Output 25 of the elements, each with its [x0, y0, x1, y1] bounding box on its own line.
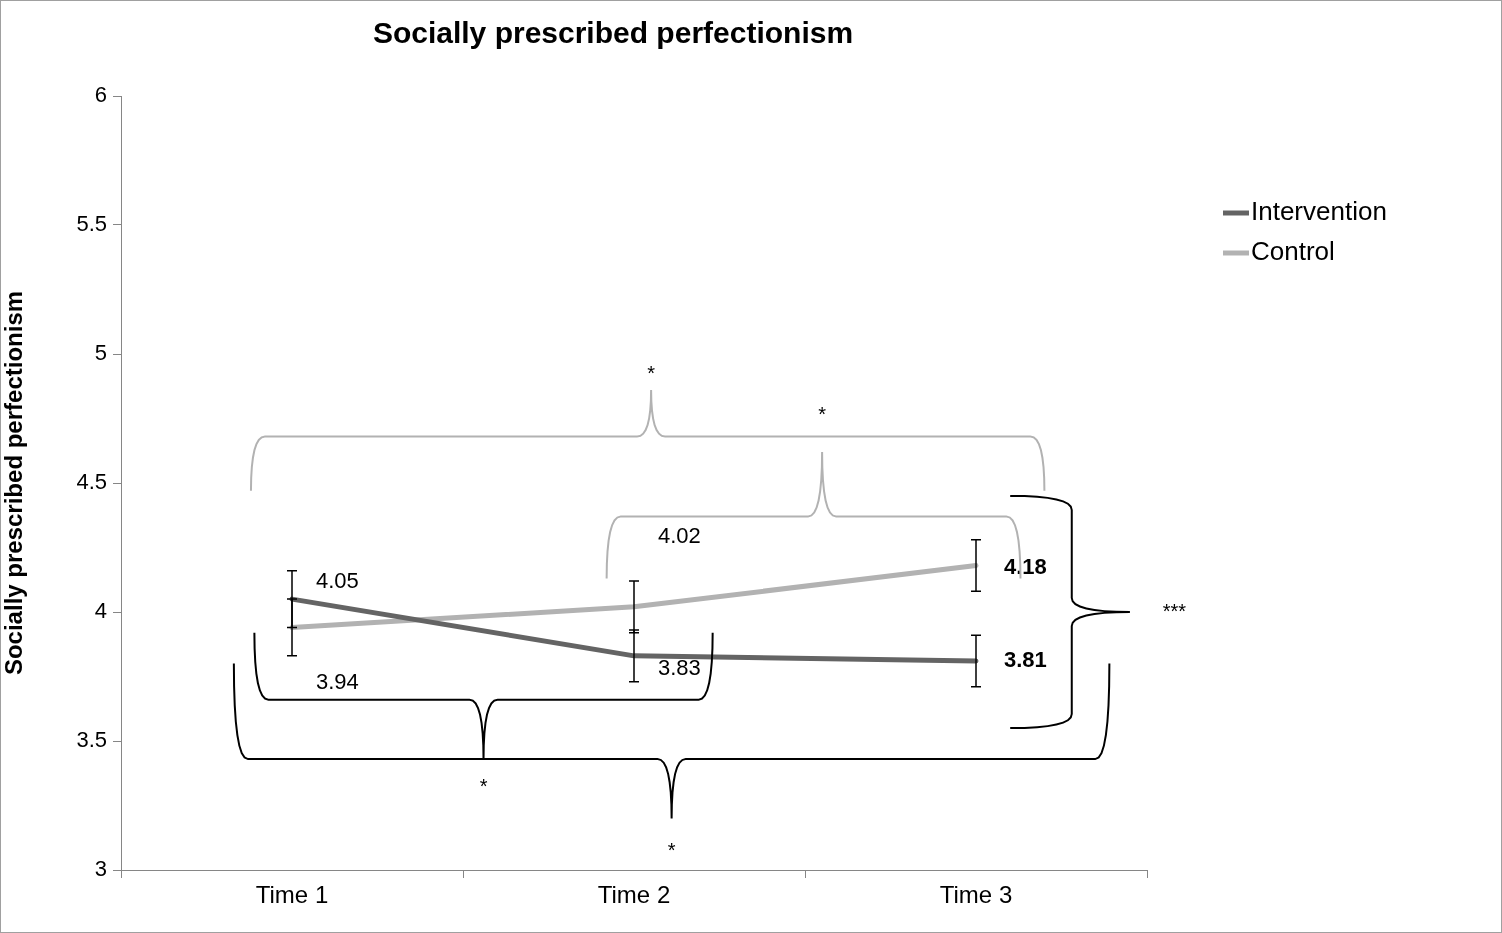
- y-tick-label: 3: [94, 856, 107, 882]
- data-label: 4.05: [316, 568, 359, 594]
- data-label: 3.83: [658, 654, 701, 680]
- y-tick-label: 6: [94, 82, 107, 108]
- y-tick-label: 5.5: [76, 211, 107, 237]
- data-label: 4.02: [658, 522, 701, 548]
- text: ***: [1162, 599, 1187, 622]
- x-tick-label: Time 1: [255, 881, 329, 909]
- y-tick-label: 4.5: [76, 469, 107, 495]
- data-label: 4.18: [1004, 553, 1047, 579]
- x-tick-label: Time 3: [939, 881, 1013, 909]
- y-tick-label: 3.5: [76, 727, 107, 753]
- y-axis-title: Socially prescribed perfectionism: [0, 290, 28, 676]
- y-tick-label: 5: [94, 340, 107, 366]
- annotation: *: [818, 403, 827, 426]
- chart-title: Socially prescribed perfectionism: [372, 16, 854, 50]
- annotation: *: [667, 839, 676, 862]
- data-label: 3.94: [316, 668, 359, 694]
- legend-label: Control: [1251, 236, 1335, 267]
- legend-label: Intervention: [1251, 196, 1387, 227]
- annotation: *: [647, 362, 656, 385]
- data-label: 3.81: [1004, 647, 1047, 673]
- y-tick-label: 4: [94, 598, 107, 624]
- annotation: *: [479, 774, 488, 797]
- x-tick-label: Time 2: [597, 881, 671, 909]
